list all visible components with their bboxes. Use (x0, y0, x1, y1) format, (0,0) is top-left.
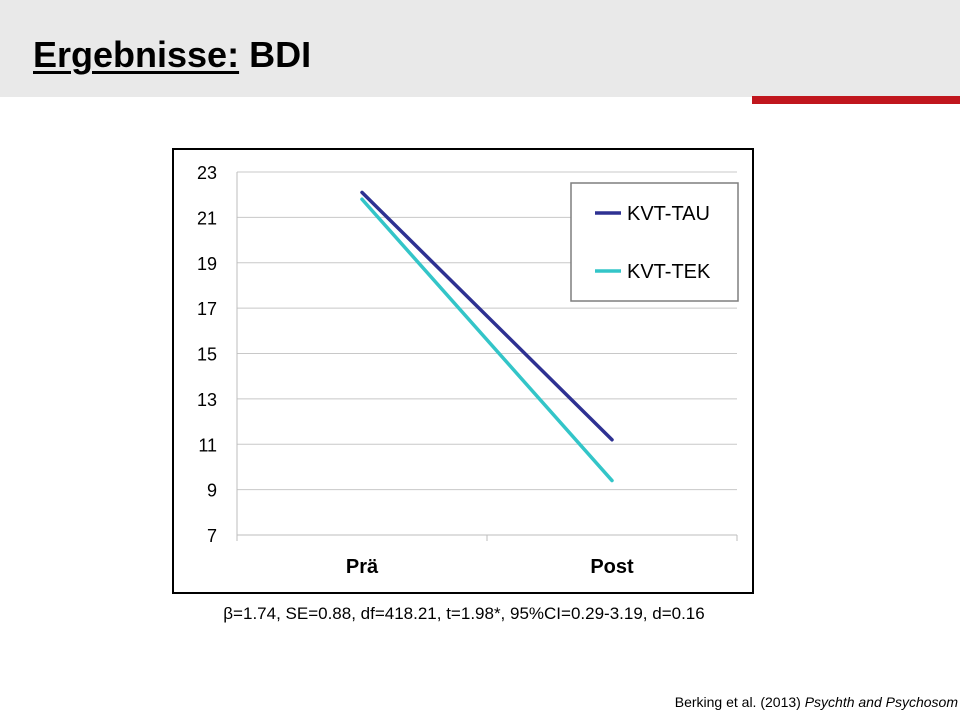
y-tick-label: 19 (197, 254, 217, 274)
citation-journal: Psychth and Psychosom (804, 694, 958, 710)
series-line-kvt-tau (360, 190, 614, 442)
citation: Berking et al. (2013) Psychth and Psycho… (675, 694, 958, 710)
y-tick-label: 23 (197, 163, 217, 183)
y-tick-label: 9 (207, 481, 217, 501)
series-line-kvt-tek (360, 197, 614, 483)
slide-title: Ergebnisse: BDI (33, 34, 311, 76)
accent-bar (752, 96, 960, 104)
y-tick-label: 17 (197, 299, 217, 319)
x-category-label: Prä (346, 556, 379, 578)
x-category-label: Post (590, 556, 634, 578)
y-tick-label: 15 (197, 345, 217, 365)
statistics-line: β=1.74, SE=0.88, df=418.21, t=1.98*, 95%… (223, 604, 705, 623)
chart-frame: 7 9 11 13 15 17 19 21 23 Prä Post KVT-TAU KVT-TEK (172, 148, 754, 594)
legend-label: KVT-TEK (627, 261, 711, 283)
slide-header: Ergebnisse: BDI (0, 0, 960, 97)
y-tick-label: 13 (197, 390, 217, 410)
title-underlined-part: Ergebnisse: (33, 34, 240, 75)
y-tick-label: 11 (198, 435, 217, 455)
legend-box (570, 182, 739, 302)
line-chart: 7 9 11 13 15 17 19 21 23 Prä Post KVT-TAU KVT-TEK (197, 163, 739, 578)
y-tick-label: 7 (207, 526, 217, 546)
citation-authors: Berking et al. (2013) (674, 694, 801, 710)
legend-label: KVT-TAU (627, 203, 710, 225)
title-rest: BDI (249, 34, 312, 75)
y-tick-label: 21 (197, 208, 217, 228)
